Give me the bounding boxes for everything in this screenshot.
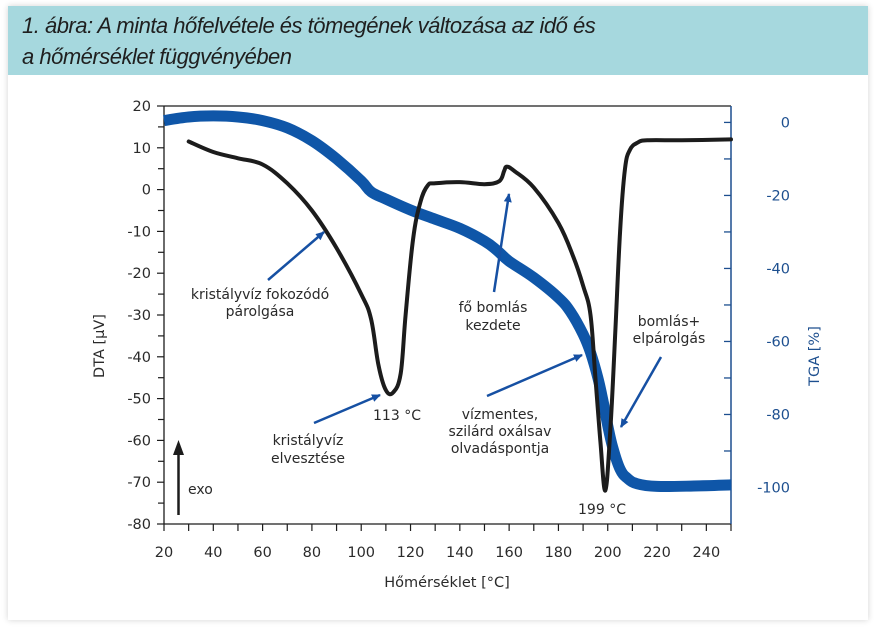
annotation-melting-point: vízmentes, szilárd oxálsav olvadáspontja (449, 407, 552, 457)
annotation-text: kristályvíz fokozódó (191, 287, 329, 303)
x-tick-label: 140 (446, 545, 474, 561)
y-tick-label: -20 (127, 266, 151, 282)
arrow-evaporation-decomp-icon (619, 356, 663, 428)
y-axis-title: DTA [µV] (92, 314, 108, 378)
annotation-water-loss: kristályvíz elvesztése (271, 433, 345, 467)
x-tick-label: 100 (347, 545, 375, 561)
annotation-text: kristályvíz (273, 433, 344, 449)
y2-tick-label: -20 (766, 188, 790, 204)
x-tick-label: 200 (594, 545, 622, 561)
title-bar: 1. ábra: A minta hőfelvétele és tömegéne… (8, 6, 868, 75)
x-tick-label: 180 (545, 545, 573, 561)
figure-card: 1. ábra: A minta hőfelvétele és tömegéne… (8, 6, 868, 620)
annotation-peak-199: 199 °C (578, 502, 626, 518)
annotation-text: szilárd oxálsav (449, 424, 552, 440)
annotation-peak-113: 113 °C (373, 408, 421, 424)
y2-tick-label: 0 (781, 115, 790, 131)
annotation-text: kezdete (465, 318, 520, 334)
x-tick-label: 40 (204, 545, 222, 561)
arrow-melting-point-icon (486, 353, 583, 398)
figure-title-line-2: a hőmérséklet függvényében (22, 44, 292, 69)
y-tick-label: -80 (127, 517, 151, 533)
exo-arrow-icon (173, 440, 184, 515)
x-tick-label: 20 (155, 545, 173, 561)
arrow-decomposition-start-icon (492, 193, 512, 293)
y-tick-label: -70 (127, 475, 151, 491)
annotation-text: elpárolgás (633, 331, 706, 347)
y2-tick-label: -40 (766, 261, 790, 277)
annotation-evaporation: kristályvíz fokozódó párolgása (191, 287, 329, 320)
x-tick-label: 220 (643, 545, 671, 561)
y-tick-label: 10 (133, 141, 151, 157)
y-tick-label: -10 (127, 224, 151, 240)
annotation-text: vízmentes, (462, 407, 539, 423)
arrow-water-loss-icon (313, 393, 381, 425)
y-tick-label: -50 (127, 392, 151, 408)
figure-title-line-1: 1. ábra: A minta hőfelvétele és tömegéne… (22, 13, 596, 38)
x-tick-label: 60 (253, 545, 271, 561)
x-tick-label: 240 (693, 545, 721, 561)
y-tick-label: -40 (127, 350, 151, 366)
tga-series-line (163, 110, 732, 493)
annotation-text: párolgása (226, 304, 295, 320)
y2-axis-title: TGA [%] (807, 326, 823, 387)
y-tick-label: -60 (127, 433, 151, 449)
y-tick-label: 0 (142, 183, 151, 199)
annotation-decomp-evaporation: bomlás+ elpárolgás (633, 314, 706, 347)
arrow-evaporation-icon (267, 231, 325, 281)
y2-tick-label: -100 (757, 480, 790, 496)
annotation-decomposition-start: fő bomlás kezdete (459, 300, 528, 334)
y-tick-label: 20 (133, 99, 151, 115)
y2-tick-label: -80 (766, 407, 790, 423)
y2-tick-label: -60 (766, 334, 790, 350)
annotation-text: olvadáspontja (451, 441, 549, 457)
x-tick-label: 120 (397, 545, 425, 561)
exo-label: exo (188, 482, 213, 498)
annotation-text: elvesztése (271, 451, 345, 467)
x-axis-title: Hőmérséklet [°C] (384, 575, 510, 591)
x-tick-label: 80 (303, 545, 321, 561)
annotation-text: bomlás+ (638, 314, 701, 330)
x-tick-label: 160 (495, 545, 523, 561)
y-tick-label: -30 (127, 308, 151, 324)
annotation-text: fő bomlás (459, 300, 528, 316)
dta-series-line (186, 137, 733, 493)
